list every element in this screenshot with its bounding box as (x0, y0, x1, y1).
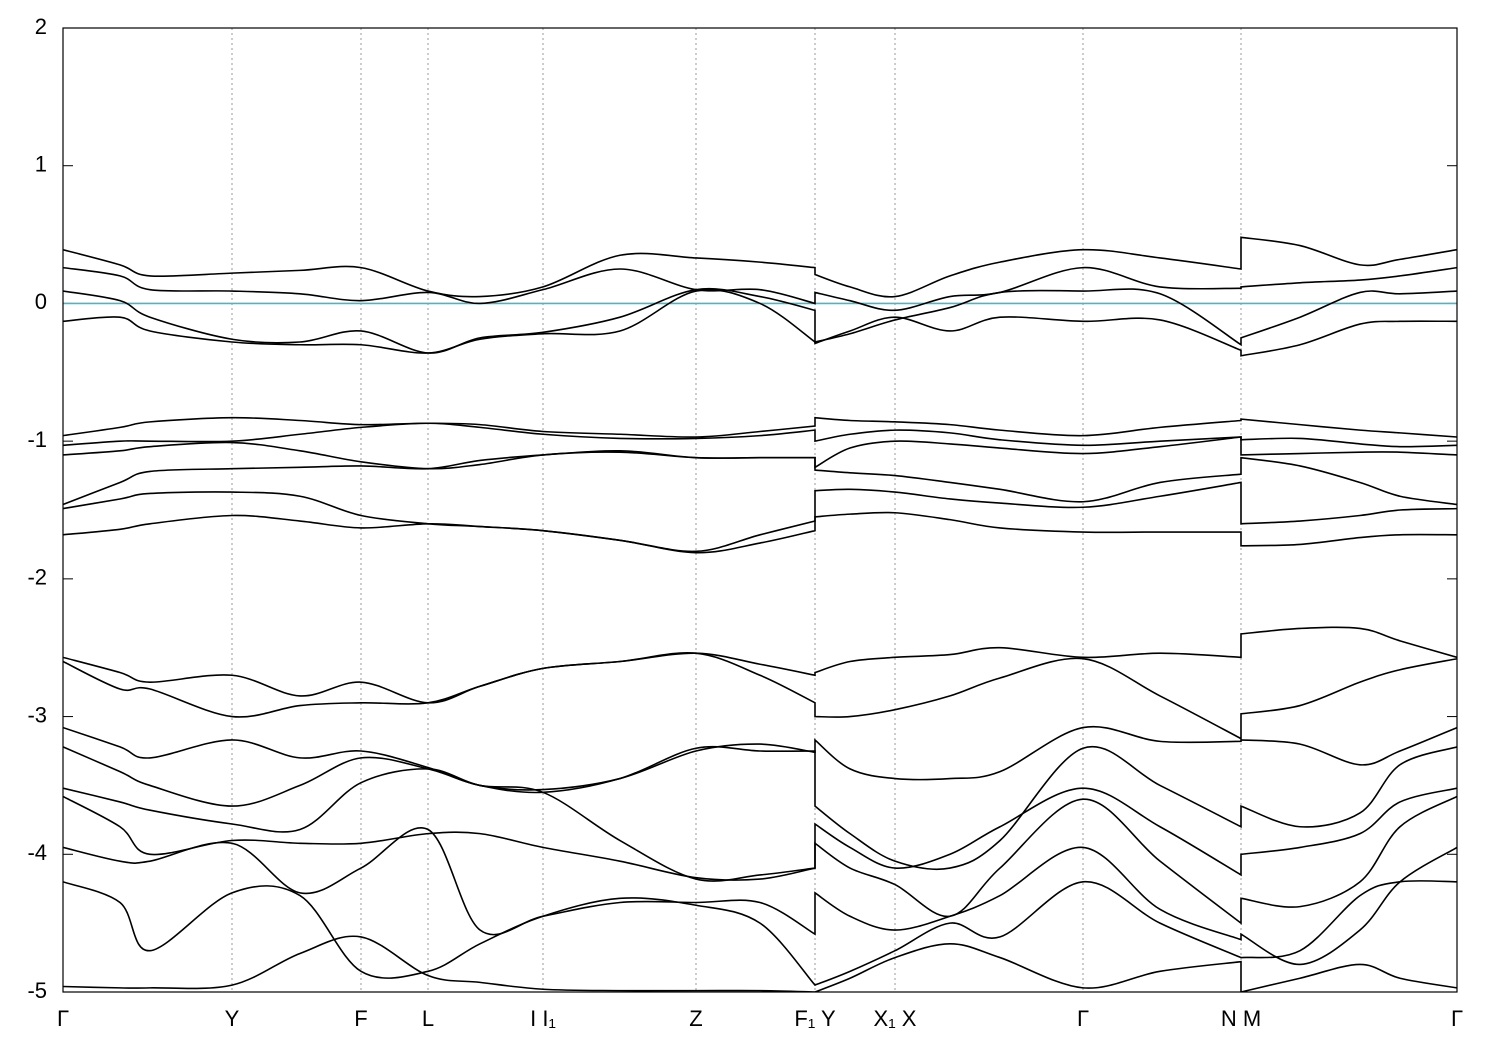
band (63, 826, 1457, 966)
x-tick-label: N M (1221, 1006, 1261, 1031)
y-tick-label: 0 (35, 289, 47, 314)
y-tick-label: -2 (27, 565, 47, 590)
x-tick-label: Γ (57, 1006, 69, 1031)
band (63, 935, 1457, 992)
x-tick-label: Γ (1451, 1006, 1463, 1031)
x-tick-label: F₁ Y (794, 1006, 836, 1031)
x-tick-label: L (422, 1006, 434, 1031)
y-tick-label: -4 (27, 840, 47, 865)
y-tick-label: -5 (27, 978, 47, 1003)
band (63, 288, 1457, 357)
x-tick-label: X₁ X (874, 1006, 917, 1031)
x-tick-label: Γ (1077, 1006, 1089, 1031)
band (63, 266, 1457, 312)
band (63, 511, 1457, 554)
band (63, 795, 1457, 925)
band (63, 481, 1457, 553)
x-tick-label: Z (689, 1006, 702, 1031)
y-tick-label: -3 (27, 702, 47, 727)
y-tick-label: 1 (35, 152, 47, 177)
y-tick-label: -1 (27, 427, 47, 452)
plot-area (63, 236, 1457, 992)
band (63, 626, 1457, 704)
band (63, 880, 1457, 987)
band (63, 287, 1457, 354)
band (63, 652, 1457, 740)
band (63, 416, 1457, 438)
band (63, 725, 1457, 791)
x-tick-label: Y (225, 1006, 240, 1031)
band (63, 745, 1457, 871)
band (63, 236, 1457, 298)
x-tick-label: I I₁ (530, 1006, 556, 1031)
plot-frame (62, 27, 1458, 993)
y-tick-label: 2 (35, 14, 47, 39)
band (63, 768, 1457, 882)
band (63, 449, 1457, 506)
x-tick-label: F (354, 1006, 367, 1031)
